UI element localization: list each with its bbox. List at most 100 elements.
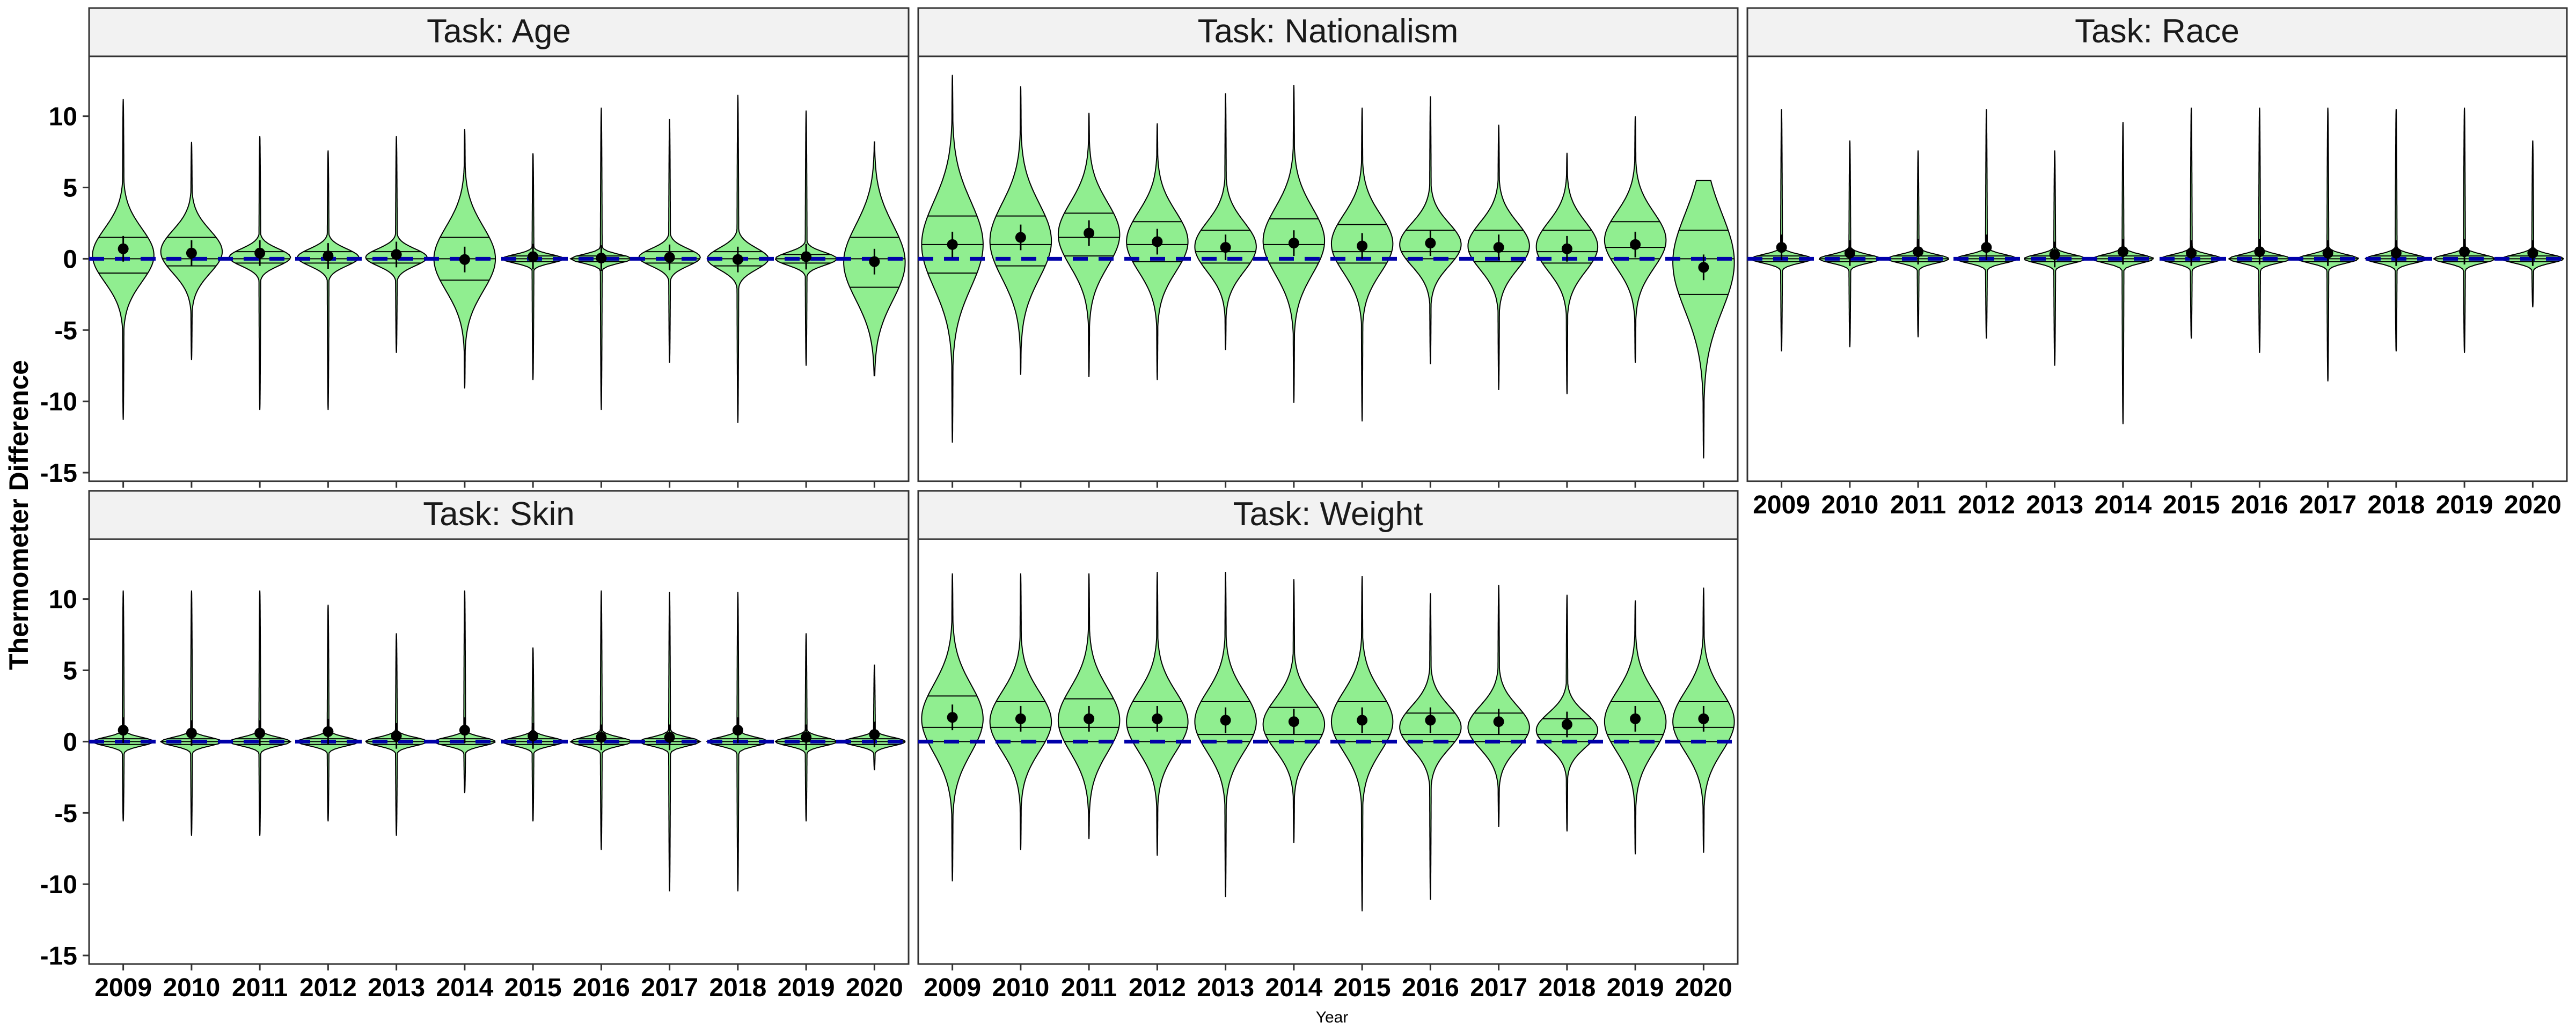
mean-point-2013 bbox=[391, 249, 402, 260]
mean-point-2016 bbox=[2254, 246, 2265, 258]
mean-point-2009 bbox=[1776, 242, 1787, 253]
mean-point-2014 bbox=[1288, 716, 1299, 727]
panel-2: Task: Race 2009 2010 2011 2012 2013 2014 2015 20… bbox=[1746, 7, 2568, 519]
mean-point-2014 bbox=[459, 725, 470, 736]
mean-point-2016 bbox=[596, 253, 607, 264]
x-tick-label: 2012 bbox=[299, 974, 357, 1002]
mean-point-2019 bbox=[1630, 713, 1641, 724]
mean-point-2015 bbox=[2186, 247, 2197, 259]
mean-point-2019 bbox=[801, 251, 812, 262]
x-tick-label: 2020 bbox=[1675, 974, 1732, 1002]
x-tick-label: 2017 bbox=[2299, 491, 2357, 519]
violin-2015 bbox=[1330, 107, 1394, 422]
violin-2020 bbox=[2501, 140, 2565, 307]
x-tick-label: 2011 bbox=[1061, 974, 1117, 1002]
y-tick-label: -15 bbox=[40, 459, 77, 488]
x-tick-label: 2011 bbox=[1890, 491, 1946, 519]
x-tick-label: 2020 bbox=[846, 974, 903, 1002]
mean-point-2018 bbox=[732, 725, 743, 736]
y-tick-label: 10 bbox=[49, 586, 77, 614]
mean-point-2013 bbox=[1220, 242, 1231, 253]
mean-point-2017 bbox=[664, 732, 675, 743]
y-tick-label: -5 bbox=[54, 317, 77, 345]
violin-2016 bbox=[569, 590, 633, 850]
x-tick-label: 2017 bbox=[1470, 974, 1527, 1002]
violin-2019 bbox=[774, 110, 838, 366]
mean-point-2010 bbox=[1844, 247, 1855, 259]
mean-point-2010 bbox=[1015, 232, 1026, 243]
x-tick-label: 2016 bbox=[1402, 974, 1459, 1002]
panel-4: Task: Weight 2009 2010 2011 2012 2013 2014 2015… bbox=[917, 490, 1739, 1002]
mean-point-2016 bbox=[1425, 715, 1436, 726]
x-tick-label: 2018 bbox=[709, 974, 766, 1002]
x-tick-label: 2015 bbox=[2163, 491, 2220, 519]
mean-point-2017 bbox=[664, 252, 675, 263]
plot-area bbox=[88, 55, 910, 482]
x-tick-label: 2013 bbox=[2026, 491, 2083, 519]
y-tick-label: 10 bbox=[49, 103, 77, 131]
panel-strip bbox=[1746, 7, 2568, 57]
mean-point-2010 bbox=[1015, 713, 1026, 724]
x-tick-label: 2012 bbox=[1958, 491, 2015, 519]
mean-point-2017 bbox=[2322, 247, 2333, 259]
plot-area bbox=[1746, 55, 2568, 482]
x-tick-label: 2013 bbox=[1197, 974, 1254, 1002]
violin-2020 bbox=[843, 664, 906, 770]
violin-2020 bbox=[1672, 180, 1735, 459]
mean-point-2014 bbox=[459, 254, 470, 265]
mean-point-2013 bbox=[391, 730, 402, 741]
panel-strip bbox=[88, 490, 910, 540]
panel-title: Task: Race bbox=[2075, 13, 2240, 50]
panel-3: Task: Skin -15 -10 -5 0 5 10 2009 2010 2011 2012 20… bbox=[40, 490, 910, 1002]
mean-point-2017 bbox=[1493, 242, 1504, 253]
x-tick-label: 2010 bbox=[1821, 491, 1878, 519]
violin-2017 bbox=[638, 119, 701, 363]
mean-point-2020 bbox=[1698, 262, 1709, 273]
y-tick-label: 0 bbox=[63, 728, 77, 756]
mean-point-2012 bbox=[1981, 242, 1992, 253]
y-tick-label: -10 bbox=[40, 388, 77, 416]
plot-area bbox=[917, 55, 1739, 482]
panel-0: Task: Age -15 -10 -5 0 5 10 bbox=[40, 7, 910, 488]
mean-point-2011 bbox=[1913, 246, 1924, 258]
x-tick-label: 2014 bbox=[436, 974, 493, 1002]
x-tick-label: 2016 bbox=[573, 974, 630, 1002]
mean-point-2018 bbox=[732, 254, 743, 265]
x-tick-label: 2009 bbox=[1753, 491, 1810, 519]
mean-point-2016 bbox=[596, 732, 607, 743]
y-tick-label: 5 bbox=[63, 657, 77, 686]
mean-point-2017 bbox=[1493, 716, 1504, 727]
mean-point-2013 bbox=[1220, 715, 1231, 726]
mean-point-2012 bbox=[323, 726, 334, 737]
x-tick-label: 2016 bbox=[2231, 491, 2288, 519]
mean-point-2014 bbox=[1288, 238, 1299, 249]
x-tick-label: 2019 bbox=[1607, 974, 1664, 1002]
panel-title: Task: Skin bbox=[423, 496, 575, 533]
mean-point-2015 bbox=[1357, 240, 1368, 252]
mean-point-2018 bbox=[1561, 243, 1572, 254]
y-tick-label: 0 bbox=[63, 245, 77, 274]
mean-point-2020 bbox=[2527, 247, 2538, 259]
x-tick-label: 2017 bbox=[641, 974, 698, 1002]
mean-point-2011 bbox=[1084, 713, 1095, 724]
x-tick-label: 2019 bbox=[2436, 491, 2493, 519]
x-tick-label: 2013 bbox=[368, 974, 425, 1002]
violin-2010 bbox=[159, 590, 223, 836]
panel-title: Task: Weight bbox=[1233, 496, 1423, 533]
panel-title: Task: Nationalism bbox=[1198, 13, 1459, 50]
mean-point-2011 bbox=[1084, 227, 1095, 239]
mean-point-2018 bbox=[1561, 719, 1572, 730]
x-tick-label: 2011 bbox=[232, 974, 288, 1002]
x-tick-label: 2015 bbox=[504, 974, 562, 1002]
x-axis-title: Year bbox=[1316, 1009, 1349, 1026]
panel-strip bbox=[88, 7, 910, 57]
mean-point-2013 bbox=[2049, 249, 2060, 260]
violin-2011 bbox=[228, 136, 291, 410]
violin-2016 bbox=[2228, 107, 2292, 353]
x-tick-label: 2014 bbox=[1265, 974, 1322, 1002]
panel-strip bbox=[917, 490, 1739, 540]
mean-point-2009 bbox=[118, 243, 129, 254]
mean-point-2020 bbox=[869, 256, 880, 267]
mean-point-2019 bbox=[1630, 239, 1641, 250]
